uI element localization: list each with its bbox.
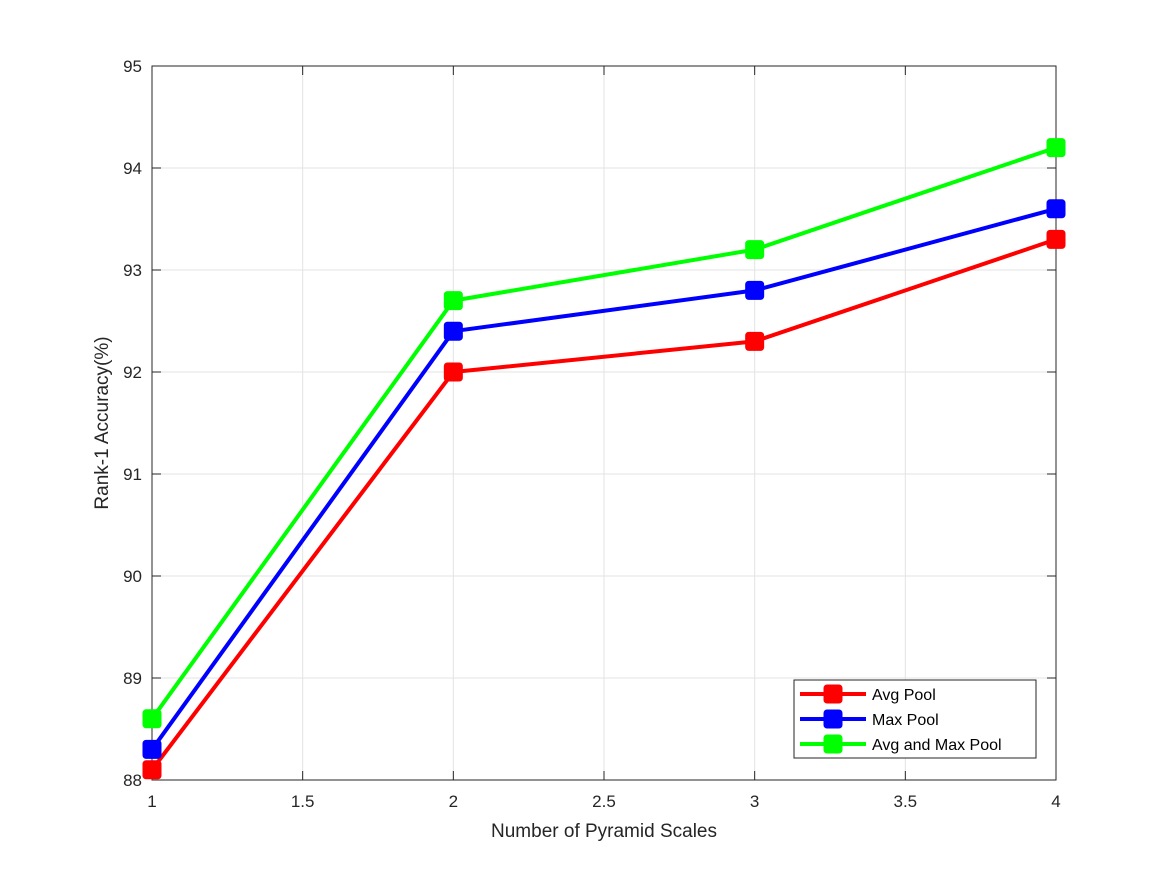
y-axis-label: Rank-1 Accuracy(%) (92, 336, 113, 509)
x-tick-label: 2.5 (592, 792, 616, 811)
data-point (1046, 199, 1066, 219)
series-line (150, 145, 1057, 720)
series-3 (142, 138, 1066, 729)
data-point (142, 709, 162, 729)
data-point (443, 362, 463, 382)
x-axis-label: Number of Pyramid Scales (491, 821, 717, 842)
axis-ticks: 1 1.5 2 2.5 3 3.5 4 88 89 90 91 92 93 94 95 (123, 57, 1061, 811)
legend-label: Avg Pool (872, 687, 936, 704)
grid (151, 65, 1057, 781)
y-tick-label: 94 (123, 159, 142, 178)
legend-label: Avg and Max Pool (872, 737, 1002, 754)
legend-item: Max Pool (800, 709, 939, 729)
x-tick-label: 3 (750, 792, 759, 811)
data-point (745, 240, 765, 260)
series-1 (142, 229, 1066, 780)
legend-item: Avg Pool (800, 684, 936, 704)
series-group (142, 138, 1066, 780)
data-point (745, 280, 765, 300)
x-tick-label: 2 (449, 792, 458, 811)
y-tick-label: 91 (123, 465, 142, 484)
legend-swatch-marker (823, 709, 843, 729)
x-tick-label: 3.5 (894, 792, 918, 811)
y-tick-label: 88 (123, 771, 142, 790)
legend: Avg Pool Max Pool Avg and Max Pool (793, 679, 1037, 759)
series-line (150, 206, 1057, 751)
legend-swatch-marker (823, 684, 843, 704)
data-point (142, 739, 162, 759)
x-tick-label: 1 (147, 792, 156, 811)
x-tick-label: 1.5 (291, 792, 315, 811)
data-point (745, 331, 765, 351)
y-tick-label: 93 (123, 261, 142, 280)
series-2 (142, 199, 1066, 759)
x-tick-label: 4 (1051, 792, 1060, 811)
data-point (1046, 138, 1066, 158)
data-point (142, 760, 162, 780)
y-tick-label: 90 (123, 567, 142, 586)
series-line (150, 237, 1057, 772)
data-point (443, 291, 463, 311)
legend-item: Avg and Max Pool (800, 734, 1002, 754)
legend-swatch-marker (823, 734, 843, 754)
data-point (1046, 229, 1066, 249)
legend-label: Max Pool (872, 712, 939, 729)
y-tick-label: 95 (123, 57, 142, 76)
y-tick-label: 92 (123, 363, 142, 382)
y-tick-label: 89 (123, 669, 142, 688)
data-point (443, 321, 463, 341)
